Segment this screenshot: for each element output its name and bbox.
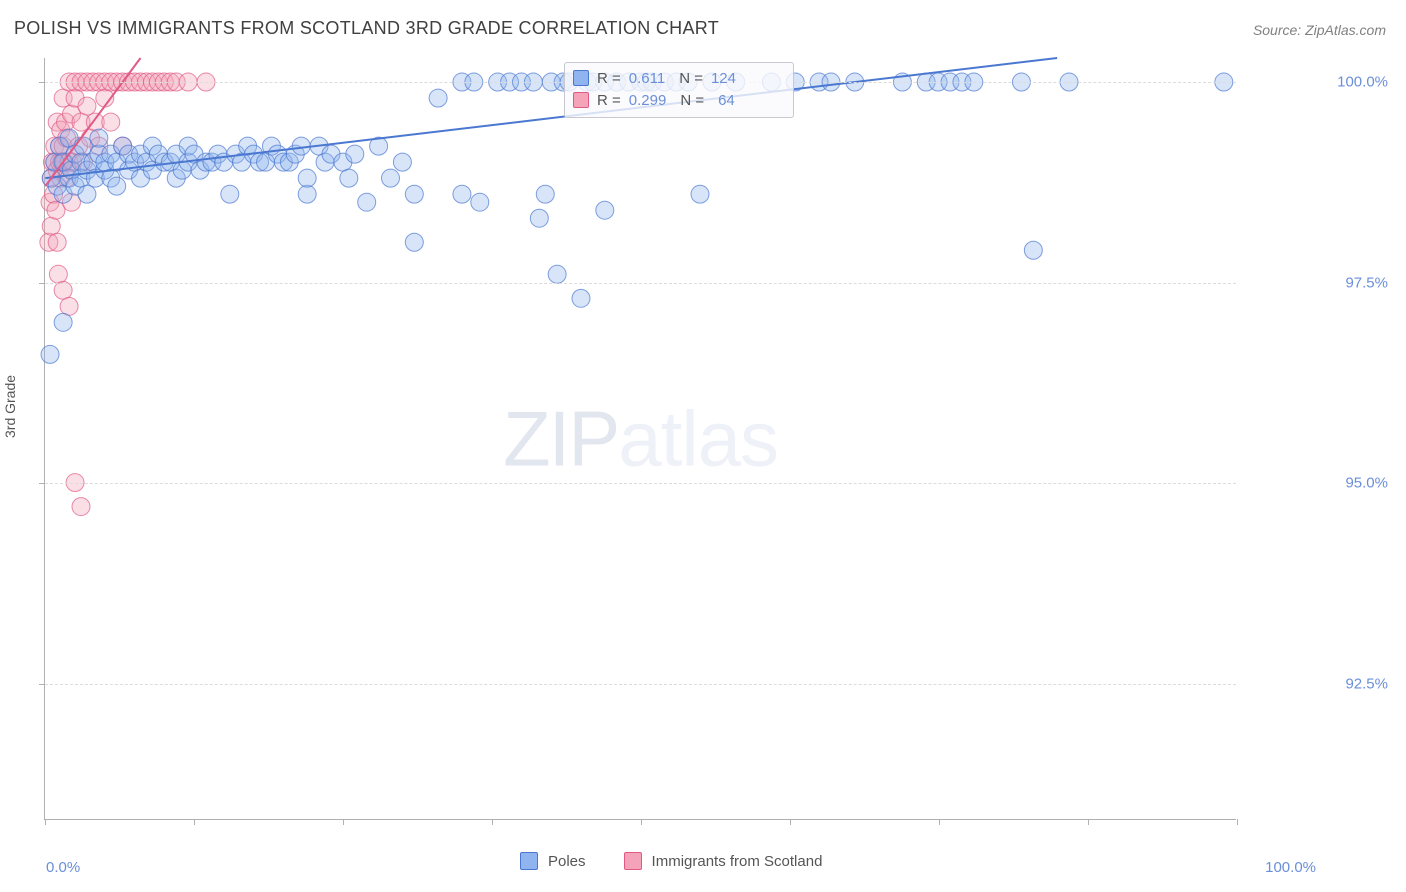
source-label: Source:: [1253, 22, 1301, 38]
scatter-svg: [45, 58, 1236, 819]
y-axis-title: 3rd Grade: [2, 375, 18, 438]
ytick-label: 92.5%: [1345, 675, 1388, 692]
legend-swatch-poles-icon: [520, 852, 538, 870]
stat-n-label: N =: [680, 92, 704, 109]
xtick-label-min: 0.0%: [46, 859, 80, 876]
stat-r-poles: 0.611: [629, 70, 665, 87]
legend-label-scotland: Immigrants from Scotland: [652, 853, 823, 870]
swatch-poles-icon: [573, 70, 589, 86]
stats-row-scotland: R = 0.299 N = 64: [573, 89, 785, 111]
ytick-label: 97.5%: [1345, 274, 1388, 291]
ytick-label: 100.0%: [1337, 74, 1388, 91]
chart-plot-area: ZIPatlas: [44, 58, 1236, 820]
xtick-label-max: 100.0%: [1265, 859, 1316, 876]
stats-row-poles: R = 0.611 N = 124: [573, 67, 785, 89]
stat-r-label: R =: [597, 70, 621, 87]
stat-n-label: N =: [679, 70, 703, 87]
ytick-label: 95.0%: [1345, 475, 1388, 492]
stat-r-scotland: 0.299: [629, 92, 667, 109]
legend-swatch-scotland-icon: [624, 852, 642, 870]
legend-label-poles: Poles: [548, 853, 586, 870]
stats-legend-box: R = 0.611 N = 124 R = 0.299 N = 64: [564, 62, 794, 118]
chart-title: POLISH VS IMMIGRANTS FROM SCOTLAND 3RD G…: [14, 18, 719, 39]
stat-n-poles: 124: [711, 70, 736, 87]
stat-r-label: R =: [597, 92, 621, 109]
source-credit: Source: ZipAtlas.com: [1253, 22, 1386, 38]
swatch-scotland-icon: [573, 92, 589, 108]
source-name: ZipAtlas.com: [1305, 22, 1386, 38]
legend-bottom: Poles Immigrants from Scotland: [520, 852, 822, 870]
stat-n-scotland: 64: [718, 92, 735, 109]
